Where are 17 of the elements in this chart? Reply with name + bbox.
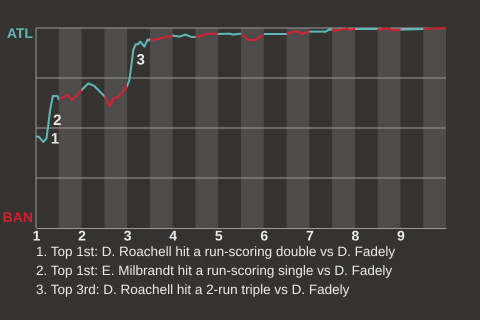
x-tick-label: 1 [32, 228, 41, 244]
x-tick-label: 3 [124, 228, 132, 244]
annotation: 2 [53, 112, 62, 129]
x-tick-label: 5 [214, 228, 223, 244]
x-tick-label: 9 [397, 228, 406, 244]
text: 1. Top 1st: D. Roachell hit a run-scoring double vs D. Fadely [36, 244, 396, 259]
text: 3. Top 3rd: D. Roachell hit a 2-run triple vs D. Fadely [36, 282, 350, 297]
x-tick-label: 4 [169, 228, 178, 244]
annotation: 1 [50, 130, 60, 148]
x-tick-label: 6 [260, 228, 268, 244]
x-tick-label: 2 [78, 228, 86, 244]
text: ATL [6, 25, 34, 41]
text: BAN [2, 209, 33, 225]
text: 2. Top 1st: E. Milbrandt hit a run-scoring single vs D. Fadely [36, 263, 392, 278]
x-tick-label: 7 [306, 228, 314, 244]
x-tick-label: 8 [351, 228, 360, 244]
annotation: 3 [136, 51, 145, 68]
